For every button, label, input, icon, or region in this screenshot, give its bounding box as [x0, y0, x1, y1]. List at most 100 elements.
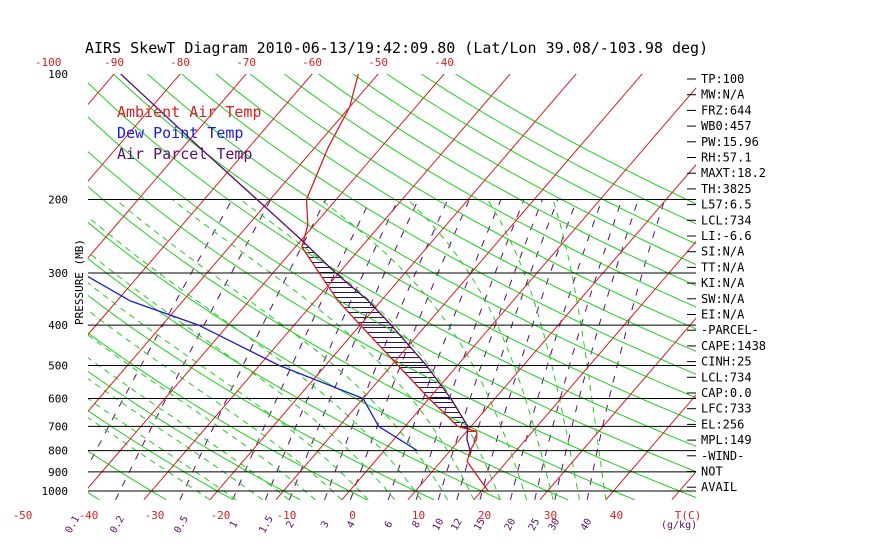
- dry-adiabat-line: [249, 74, 696, 330]
- moist-adiabat-line: [487, 199, 580, 500]
- profile-series: [88, 74, 489, 492]
- mixing-ratio-line: [264, 199, 399, 500]
- mixing-ratio-line: [115, 199, 272, 500]
- dry-adiabat-line: [215, 74, 696, 352]
- dry-adiabat-line: [112, 74, 696, 423]
- side-panel-item: CAPE:1438: [701, 339, 766, 353]
- mixing-ratio-line: [479, 199, 578, 500]
- isotherm-line: [143, 74, 511, 500]
- side-panel-item: EL:256: [701, 417, 744, 431]
- isotherm-line: [209, 74, 577, 500]
- side-panel-item: FRZ:644: [701, 103, 752, 117]
- dry-adiabat-line: [352, 74, 696, 266]
- dry-adiabat-line: [181, 74, 696, 375]
- dry-adiabat-line: [88, 450, 167, 500]
- pressure-tick-label: 900: [48, 466, 68, 479]
- dry-adiabat-line: [317, 74, 696, 287]
- temp-tick-label-bottom: 40: [610, 509, 623, 522]
- pressure-tick-label: 300: [48, 267, 68, 280]
- moist-adiabat-line: [88, 357, 290, 500]
- mixing-ratio-tick-label: 3: [319, 519, 332, 530]
- side-panel-item: LI:-6.6: [701, 229, 752, 243]
- moist-adiabat-line: [88, 251, 396, 500]
- moist-adiabat-line: [88, 334, 316, 500]
- mixing-ratio-tick-label: 1.5: [257, 514, 276, 535]
- mixing-ratio-line: [88, 199, 233, 468]
- temp-tick-label-top: -80: [170, 56, 190, 69]
- side-panel-item: MW:N/A: [701, 88, 745, 102]
- mixing-ratio-tick-label: 6: [383, 519, 396, 530]
- side-panel-item: SW:N/A: [701, 292, 745, 306]
- moist-adiabat-line: [320, 199, 528, 500]
- side-panel-item: NOT: [701, 465, 723, 479]
- side-panel-item: SI:N/A: [701, 245, 745, 259]
- side-panel-item: LCL:734: [701, 370, 752, 384]
- moist-adiabat-line: [407, 199, 554, 500]
- dry-adiabat-line: [88, 370, 301, 500]
- dry-adiabat-line: [283, 74, 696, 308]
- temp-tick-label-top: -70: [236, 56, 256, 69]
- isotherm-line: [88, 74, 445, 489]
- moist-adiabat-line: [88, 282, 369, 500]
- dry-adiabat-line: [88, 410, 234, 500]
- legend-ambient-air-temp: Ambient Air Temp: [117, 103, 262, 121]
- dry-adiabat-line: [88, 82, 696, 447]
- isotherm-lines: [88, 74, 696, 500]
- side-panel-item: KI:N/A: [701, 276, 745, 290]
- temp-tick-label-bottom: -30: [145, 509, 165, 522]
- isotherm-line: [473, 240, 696, 500]
- dew-point-temp-line: [88, 275, 418, 452]
- pressure-tick-label: 700: [48, 420, 68, 433]
- mixing-ratio-tick-label: 40: [579, 517, 595, 533]
- mixing-ratio-tick-label: 10: [431, 517, 447, 533]
- side-panel-item: RH:57.1: [701, 151, 752, 165]
- mixing-ratio-line: [456, 199, 559, 500]
- moist-adiabat-lines: [88, 199, 607, 500]
- side-panel-item: -PARCEL-: [701, 323, 759, 337]
- mixing-ratio-tick-label: 15: [472, 517, 488, 533]
- pressure-tick-label: 1000: [42, 485, 69, 498]
- temp-tick-label-bottom: 0: [349, 509, 356, 522]
- temp-tick-label-top: -60: [302, 56, 322, 69]
- dry-adiabat-line: [146, 74, 696, 399]
- pressure-tick-label: 500: [48, 360, 68, 373]
- mixing-ratio-line: [437, 199, 543, 500]
- isotherm-line: [407, 164, 696, 500]
- isotherm-line: [88, 74, 115, 106]
- isotherm-line: [88, 74, 181, 182]
- mixing-ratio-tick-label: 1: [228, 519, 241, 530]
- pressure-tick-label: 400: [48, 319, 68, 332]
- pressure-tick-label: 200: [48, 194, 68, 207]
- mixing-ratio-line: [510, 199, 603, 500]
- side-panel-item: TT:N/A: [701, 260, 745, 274]
- moist-adiabat-line: [552, 199, 607, 500]
- mixing-ratio-unit-label: (g/kg): [661, 520, 697, 531]
- pressure-tick-label: 800: [48, 445, 68, 458]
- isotherm-line: [539, 317, 696, 500]
- dry-adiabat-line: [88, 332, 368, 500]
- dry-adiabat-line: [88, 294, 435, 500]
- temp-tick-label-top: -90: [104, 56, 124, 69]
- pressure-tick-label: 600: [48, 393, 68, 406]
- dry-adiabat-line: [386, 74, 696, 245]
- side-panel-item: AVAIL: [701, 480, 737, 494]
- side-panel-item: WB0:457: [701, 119, 752, 133]
- side-panel-item: L57:6.5: [701, 198, 752, 212]
- temp-tick-label-bottom: -40: [79, 509, 99, 522]
- side-panel-item: TP:100: [701, 72, 744, 86]
- temp-tick-label-bottom: -50: [13, 509, 33, 522]
- mixing-ratio-line: [586, 199, 666, 500]
- isotherm-line: [88, 74, 313, 336]
- cape-area: [301, 243, 477, 432]
- side-panel-item: PW:15.96: [701, 135, 759, 149]
- side-panel-item: CINH:25: [701, 355, 752, 369]
- mixing-ratio-tick-label: 4: [345, 519, 358, 530]
- legend: Ambient Air Temp Dew Point Temp Air Parc…: [117, 103, 262, 163]
- temp-tick-label-bottom: 30: [544, 509, 557, 522]
- mixing-ratio-tick-label: 0.5: [172, 514, 191, 535]
- temp-tick-label-bottom: -10: [277, 509, 297, 522]
- mixing-ratio-tick-label: 8: [410, 519, 423, 530]
